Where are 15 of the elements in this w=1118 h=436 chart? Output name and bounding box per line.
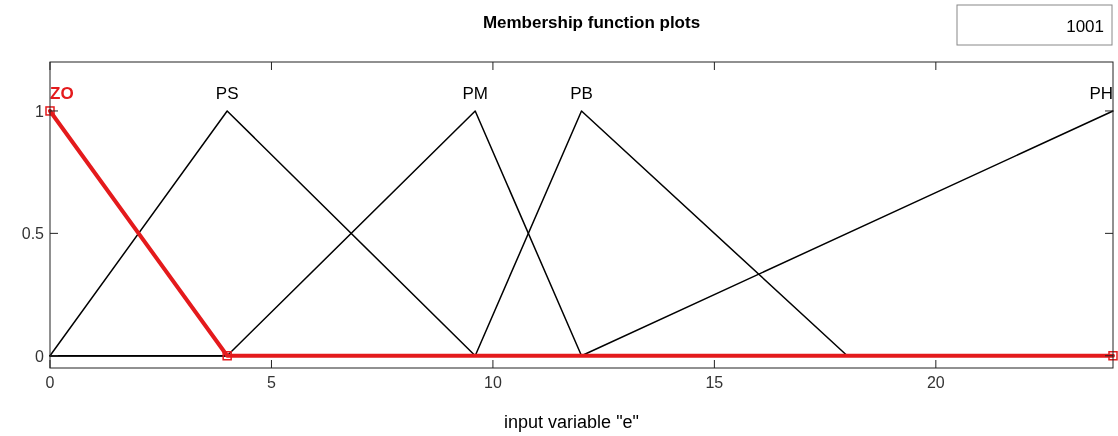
text: 1001	[1066, 17, 1104, 36]
x-tick-label: 20	[926, 374, 945, 391]
x-tick-label: 5	[267, 374, 277, 391]
series-label: PB	[570, 83, 593, 103]
chart-title: Membership function plots	[482, 13, 701, 32]
y-tick-label: 0	[35, 347, 45, 365]
x-axis-title: input variable "e"	[504, 412, 639, 432]
series-label: ZO	[50, 83, 74, 103]
series-label: PM	[462, 83, 488, 103]
y-tick-label: 1	[35, 102, 45, 120]
series-label: PH	[1089, 83, 1113, 103]
x-tick-label: 15	[705, 374, 724, 391]
y-tick-label: 0.5	[21, 225, 45, 243]
series-label: PS	[215, 83, 239, 103]
x-tick-label: 10	[484, 374, 502, 391]
